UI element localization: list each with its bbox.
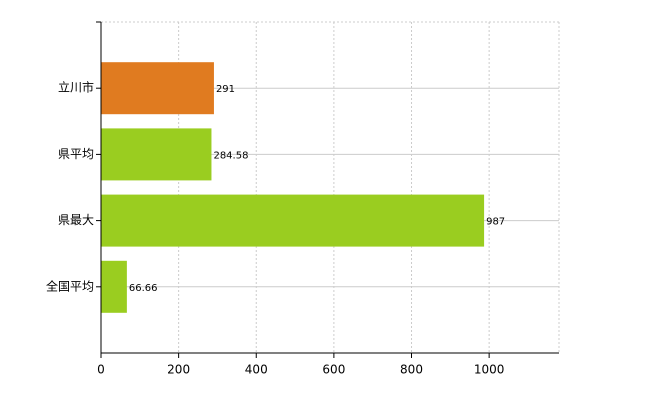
x-tick-label: 800 xyxy=(400,363,423,377)
value-label: 284.58 xyxy=(213,150,248,161)
y-tick-label: 県最大 xyxy=(58,213,94,227)
x-tick-label: 1000 xyxy=(474,363,505,377)
bar xyxy=(101,194,485,247)
bar xyxy=(101,128,212,181)
x-tick-label: 0 xyxy=(97,363,105,377)
value-label: 291 xyxy=(216,84,235,95)
y-tick-label: 県平均 xyxy=(58,147,94,161)
y-tick-label: 全国平均 xyxy=(46,278,94,293)
value-label: 987 xyxy=(486,217,505,228)
value-label: 66.66 xyxy=(129,283,158,294)
y-tick-label: 立川市 xyxy=(58,80,94,95)
x-tick-label: 600 xyxy=(322,363,345,377)
bar xyxy=(101,62,214,115)
bar xyxy=(101,260,127,313)
x-tick-label: 400 xyxy=(245,363,268,377)
x-tick-label: 200 xyxy=(167,363,190,377)
